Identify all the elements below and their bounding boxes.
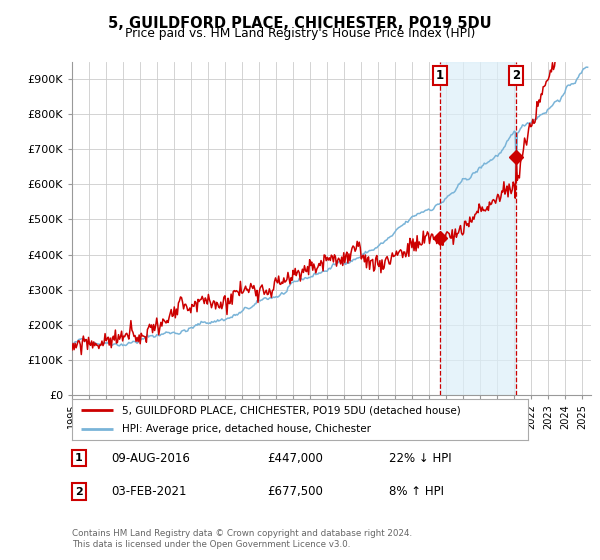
Text: £677,500: £677,500 [268, 485, 323, 498]
Bar [440, 62, 516, 395]
Text: 1: 1 [74, 453, 82, 463]
Text: 09-AUG-2016: 09-AUG-2016 [112, 451, 190, 465]
Text: 22% ↓ HPI: 22% ↓ HPI [389, 451, 451, 465]
Text: Contains HM Land Registry data © Crown copyright and database right 2024.
This d: Contains HM Land Registry data © Crown c… [72, 529, 412, 549]
Text: Price paid vs. HM Land Registry's House Price Index (HPI): Price paid vs. HM Land Registry's House … [125, 27, 475, 40]
Text: £447,000: £447,000 [268, 451, 323, 465]
Text: 1: 1 [436, 69, 443, 82]
Text: 5, GUILDFORD PLACE, CHICHESTER, PO19 5DU (detached house): 5, GUILDFORD PLACE, CHICHESTER, PO19 5DU… [122, 405, 461, 415]
Text: 2: 2 [512, 69, 520, 82]
Text: 2: 2 [74, 487, 82, 497]
Text: 5, GUILDFORD PLACE, CHICHESTER, PO19 5DU: 5, GUILDFORD PLACE, CHICHESTER, PO19 5DU [108, 16, 492, 31]
Text: 03-FEB-2021: 03-FEB-2021 [112, 485, 187, 498]
Text: HPI: Average price, detached house, Chichester: HPI: Average price, detached house, Chic… [122, 424, 371, 433]
Text: 8% ↑ HPI: 8% ↑ HPI [389, 485, 444, 498]
